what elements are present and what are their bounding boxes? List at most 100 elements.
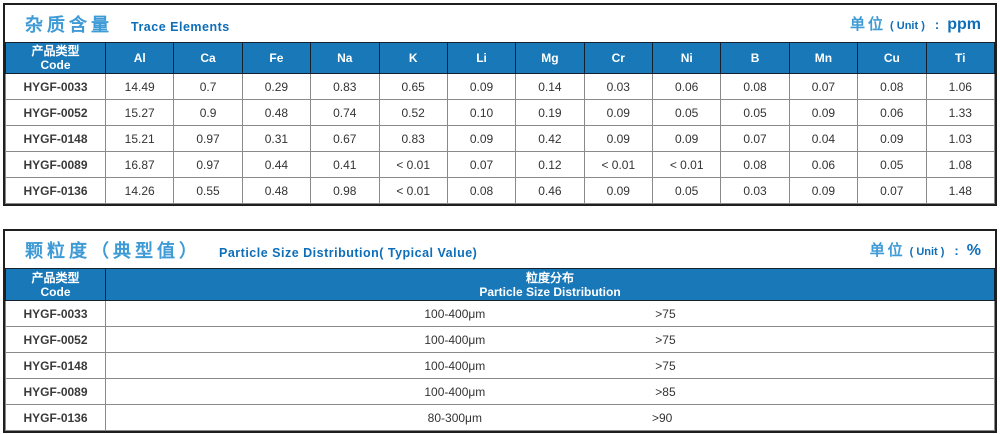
column-header-distribution: 粒度分布 Particle Size Distribution — [105, 268, 995, 301]
particle-size-title: 颗粒度（典型值） Particle Size Distribution( Typ… — [25, 237, 477, 263]
section-title-en: Trace Elements — [131, 19, 230, 34]
value-cell: 0.97 — [173, 125, 243, 152]
column-header-cr: Cr — [583, 42, 654, 74]
column-header-code: 产品类型 Code — [5, 42, 106, 74]
value-cell: 0.06 — [857, 99, 927, 126]
table-row: HYGF-0033 14.49 0.7 0.29 0.83 0.65 0.09 0.14 0.0… — [5, 73, 995, 100]
particle-header-row: 产品类型 Code 粒度分布 Particle Size Distributio… — [5, 268, 995, 301]
value-cell: 0.67 — [310, 125, 380, 152]
size-range: 100-400μm — [424, 332, 486, 347]
value-cell: 0.08 — [446, 177, 517, 204]
value-cell: < 0.01 — [651, 151, 722, 178]
unit-indicator: 单位 ( Unit ) : % — [870, 239, 981, 260]
value-cell: 0.09 — [446, 125, 517, 152]
value-cell: 0.09 — [583, 99, 654, 126]
value-cell: 1.48 — [925, 177, 995, 204]
percent-value: >75 — [655, 306, 676, 321]
distribution-cell: 100-400μm >75 — [105, 300, 995, 327]
size-range: 100-400μm — [424, 306, 486, 321]
value-cell: 0.55 — [173, 177, 243, 204]
value-cell: 0.9 — [173, 99, 243, 126]
particle-table-body: HYGF-0033 100-400μm >75 HYGF-0052 100-400μm >… — [5, 300, 995, 431]
value-cell: 0.19 — [515, 99, 585, 126]
unit-value: ppm — [947, 16, 981, 33]
value-cell: 0.10 — [446, 99, 517, 126]
value-cell: 0.12 — [515, 151, 585, 178]
value-cell: 1.33 — [925, 99, 995, 126]
code-header-zh: 产品类型 — [31, 270, 80, 285]
unit-colon: : — [954, 243, 959, 258]
dist-header-zh: 粒度分布 — [525, 270, 574, 285]
particle-size-table: 产品类型 Code 粒度分布 Particle Size Distributio… — [5, 268, 995, 431]
value-cell: 14.26 — [104, 177, 175, 204]
unit-indicator: 单位 ( Unit ) : ppm — [850, 13, 981, 34]
percent-value: >85 — [655, 384, 676, 399]
product-code: HYGF-0052 — [5, 99, 106, 126]
value-cell: 0.29 — [241, 73, 312, 100]
value-cell: 0.97 — [173, 151, 243, 178]
value-cell: 0.65 — [378, 73, 448, 100]
trace-header-row: 产品类型 Code Al Ca Fe Na K Li Mg Cr Ni B Mn Cu Ti — [5, 42, 995, 74]
product-code: HYGF-0089 — [5, 151, 106, 178]
size-range: 100-400μm — [424, 358, 486, 373]
product-code: HYGF-0148 — [5, 125, 106, 152]
product-code: HYGF-0148 — [5, 352, 106, 379]
value-cell: 0.46 — [515, 177, 585, 204]
table-row: HYGF-0136 14.26 0.55 0.48 0.98 < 0.01 0.08 0.46… — [5, 177, 995, 204]
trace-table-body: HYGF-0033 14.49 0.7 0.29 0.83 0.65 0.09 0.14 0.0… — [5, 73, 995, 204]
size-range: 100-400μm — [424, 384, 486, 399]
unit-colon: : — [934, 17, 940, 32]
value-cell: 0.74 — [310, 99, 380, 126]
value-cell: 0.31 — [241, 125, 312, 152]
column-header-ti: Ti — [925, 42, 995, 74]
value-cell: 0.07 — [446, 151, 517, 178]
value-cell: 16.87 — [104, 151, 175, 178]
table-row: HYGF-0148 100-400μm >75 — [5, 352, 995, 379]
section-title-zh: 杂质含量 — [25, 14, 113, 35]
distribution-cell: 100-400μm >85 — [105, 378, 995, 405]
unit-label-zh: 单位 — [850, 16, 887, 33]
value-cell: 0.09 — [583, 125, 654, 152]
value-cell: 0.06 — [651, 73, 722, 100]
column-header-cu: Cu — [857, 42, 927, 74]
value-cell: 0.07 — [720, 125, 790, 152]
value-cell: 0.44 — [241, 151, 312, 178]
product-code: HYGF-0136 — [5, 404, 106, 431]
value-cell: 0.41 — [310, 151, 380, 178]
value-cell: 0.06 — [788, 151, 859, 178]
trace-elements-title: 杂质含量 Trace Elements — [25, 11, 230, 37]
unit-label-en: ( Unit ) — [890, 20, 925, 32]
table-row: HYGF-0052 100-400μm >75 — [5, 326, 995, 353]
value-cell: 15.21 — [104, 125, 175, 152]
distribution-cell: 100-400μm >75 — [105, 326, 995, 353]
value-cell: < 0.01 — [378, 177, 448, 204]
code-header-en: Code — [40, 58, 71, 72]
column-header-ni: Ni — [651, 42, 722, 74]
section-title-zh: 颗粒度（典型值） — [25, 240, 201, 261]
percent-value: >90 — [651, 410, 673, 425]
size-range: 80-300μm — [427, 410, 482, 425]
column-header-code: 产品类型 Code — [5, 268, 106, 301]
value-cell: 0.14 — [515, 73, 585, 100]
code-header-zh: 产品类型 — [31, 44, 80, 58]
unit-value: % — [966, 242, 981, 259]
value-cell: 0.48 — [241, 99, 312, 126]
column-header-li: Li — [446, 42, 517, 74]
column-header-na: Na — [310, 42, 380, 74]
table-row: HYGF-0089 100-400μm >85 — [5, 378, 995, 405]
product-code: HYGF-0136 — [5, 177, 106, 204]
value-cell: 0.7 — [173, 73, 243, 100]
table-row: HYGF-0136 80-300μm >90 — [5, 404, 995, 431]
dist-header-en: Particle Size Distribution — [479, 284, 621, 299]
table-row: HYGF-0148 15.21 0.97 0.31 0.67 0.83 0.09 0.42 0.… — [5, 125, 995, 152]
value-cell: 0.08 — [857, 73, 927, 100]
unit-label-zh: 单位 — [869, 242, 906, 259]
value-cell: 0.83 — [310, 73, 380, 100]
value-cell: 0.09 — [788, 177, 859, 204]
distribution-cell: 100-400μm >75 — [105, 352, 995, 379]
value-cell: 0.04 — [788, 125, 859, 152]
value-cell: 0.05 — [857, 151, 927, 178]
value-cell: 0.05 — [720, 99, 790, 126]
product-code: HYGF-0052 — [5, 326, 106, 353]
percent-value: >75 — [655, 332, 676, 347]
